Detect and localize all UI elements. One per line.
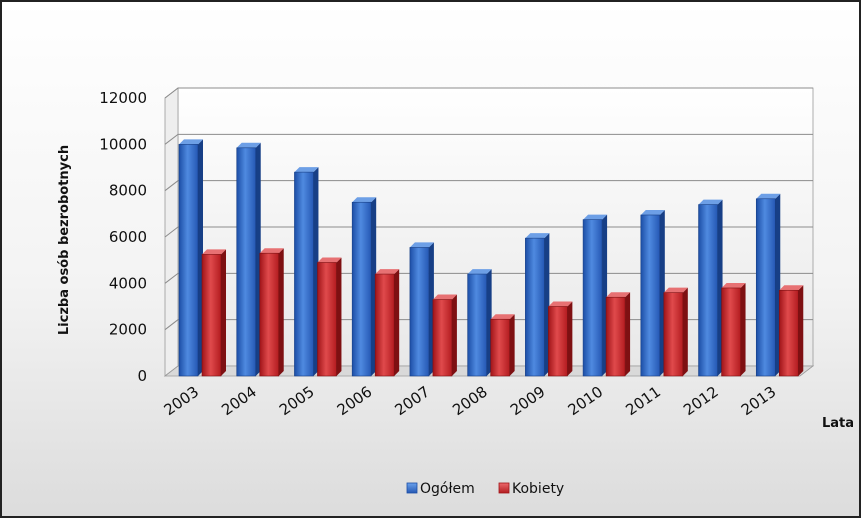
- y-tick-label: 4000: [109, 274, 147, 292]
- bar-ogolem-2003: [178, 139, 203, 377]
- bar-ogolem-2010: [582, 214, 608, 377]
- y-tick-label: 6000: [109, 228, 147, 246]
- bar-kobiety-2006: [374, 269, 400, 377]
- bar-kobiety-2003: [201, 249, 226, 377]
- bar-ogolem-2008: [467, 269, 492, 377]
- gridline: [164, 87, 813, 99]
- bar-ogolem-2011: [640, 209, 665, 377]
- y-tick-label: 10000: [99, 135, 147, 153]
- bar-kobiety-2010: [605, 292, 631, 377]
- legend-label-kobiety: Kobiety: [512, 481, 564, 497]
- bar-ogolem-2006: [351, 197, 377, 377]
- legend-swatch-ogolem: [406, 482, 418, 494]
- gridline: [164, 180, 813, 192]
- bar-ogolem-2009: [525, 233, 550, 377]
- y-tick-label: 0: [137, 367, 147, 385]
- bar-kobiety-2007: [432, 294, 457, 377]
- legend: Ogółem Kobiety: [406, 481, 564, 497]
- y-axis-title: Liczba osób bezrobotnych: [57, 145, 72, 335]
- legend-swatch-kobiety: [498, 482, 510, 494]
- bar-kobiety-2008: [490, 314, 515, 377]
- bar-kobiety-2011: [663, 287, 688, 377]
- y-tick-label: 2000: [109, 321, 147, 339]
- legend-label-ogolem: Ogółem: [420, 481, 475, 497]
- bar-ogolem-2004: [236, 142, 261, 377]
- bar-ogolem-2007: [409, 242, 434, 377]
- bar-kobiety-2009: [548, 301, 573, 377]
- gridline: [164, 133, 813, 145]
- bar-kobiety-2005: [317, 257, 342, 377]
- bar-ogolem-2013: [755, 193, 781, 377]
- y-tick-label: 8000: [109, 182, 147, 200]
- bar-kobiety-2013: [778, 285, 804, 377]
- x-axis-title: Lata: [822, 416, 854, 431]
- bar-ogolem-2005: [294, 167, 319, 377]
- bar-kobiety-2004: [259, 248, 284, 377]
- y-axis-ticks: 0 2000 4000 6000 8000 10000 12000: [99, 89, 147, 385]
- y-tick-label: 12000: [99, 89, 147, 107]
- bars: [178, 139, 804, 377]
- bar-ogolem-2012: [698, 199, 723, 377]
- bar-kobiety-2012: [721, 282, 746, 377]
